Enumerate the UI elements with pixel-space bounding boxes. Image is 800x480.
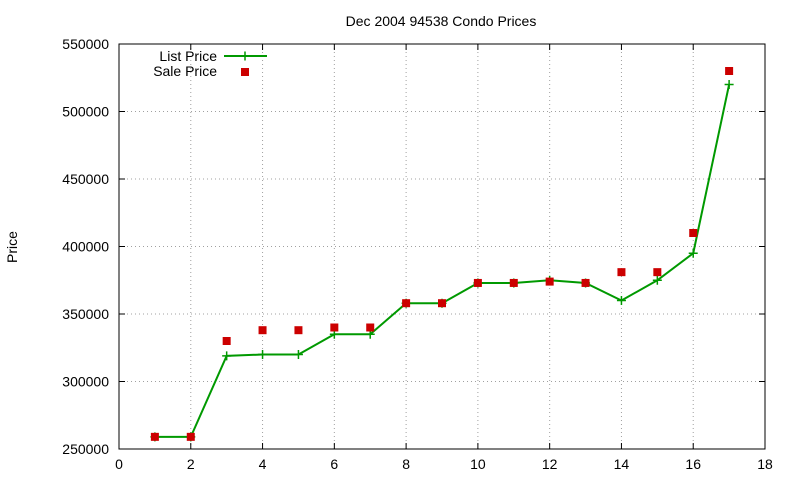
- sale-price-point: [366, 323, 375, 332]
- sale-price-point: [186, 432, 195, 441]
- sale-price-point: [473, 278, 482, 287]
- y-tick-label: 350000: [62, 306, 109, 322]
- list-price-point: [222, 351, 232, 361]
- x-tick-label: 0: [115, 456, 123, 472]
- sale-price-point: [294, 326, 303, 335]
- axis-ticks: 250000 300000 350000 400000 450000 500000 5500…: [62, 36, 773, 472]
- x-tick-label: 18: [757, 456, 773, 472]
- list-price-point: [652, 275, 662, 285]
- list-price-point: [724, 80, 734, 89]
- x-tick-label: 16: [685, 456, 701, 472]
- sale-price-point: [150, 432, 159, 441]
- grid-lines: [119, 44, 765, 449]
- sale-price-point: [545, 277, 554, 286]
- sale-price-point: [222, 337, 231, 345]
- series-layer: [150, 67, 734, 442]
- x-tick-label: 10: [470, 456, 486, 472]
- y-tick-label: 300000: [62, 374, 109, 390]
- sale-price-point: [689, 229, 698, 237]
- sale-price-point: [402, 299, 411, 308]
- list-price-point: [616, 296, 626, 305]
- x-tick-label: 6: [330, 456, 338, 472]
- legend-label-list-price: List Price: [159, 48, 217, 64]
- sale-price-point: [330, 323, 339, 332]
- y-axis-label: Price: [4, 231, 20, 263]
- sale-price-point: [258, 326, 267, 335]
- y-tick-label: 450000: [62, 171, 109, 187]
- sale-price-point: [653, 268, 662, 277]
- sale-price-point: [725, 67, 734, 75]
- sale-price-point: [617, 268, 626, 277]
- sale-price-point: [509, 278, 518, 287]
- y-tick-label: 250000: [62, 441, 109, 457]
- chart-title: Dec 2004 94538 Condo Prices: [346, 13, 537, 29]
- list-price-point: [293, 350, 303, 359]
- x-tick-label: 12: [542, 456, 558, 472]
- list-price-point: [258, 350, 268, 359]
- legend-marker-sale-price: [241, 68, 249, 76]
- y-tick-label: 550000: [62, 36, 109, 52]
- x-tick-label: 8: [402, 456, 410, 472]
- legend: List Price Sale Price: [153, 48, 267, 79]
- series-line-list-price: [154, 84, 731, 438]
- legend-marker-list-price: [240, 51, 250, 61]
- x-tick-label: 4: [259, 456, 267, 472]
- sale-price-point: [438, 299, 446, 308]
- y-tick-label: 400000: [62, 239, 109, 255]
- list-price-point: [688, 248, 698, 258]
- x-tick-label: 14: [614, 456, 630, 472]
- x-tick-label: 2: [187, 456, 195, 472]
- legend-label-sale-price: Sale Price: [153, 63, 217, 79]
- y-tick-label: 500000: [62, 104, 109, 120]
- sale-price-point: [581, 278, 590, 287]
